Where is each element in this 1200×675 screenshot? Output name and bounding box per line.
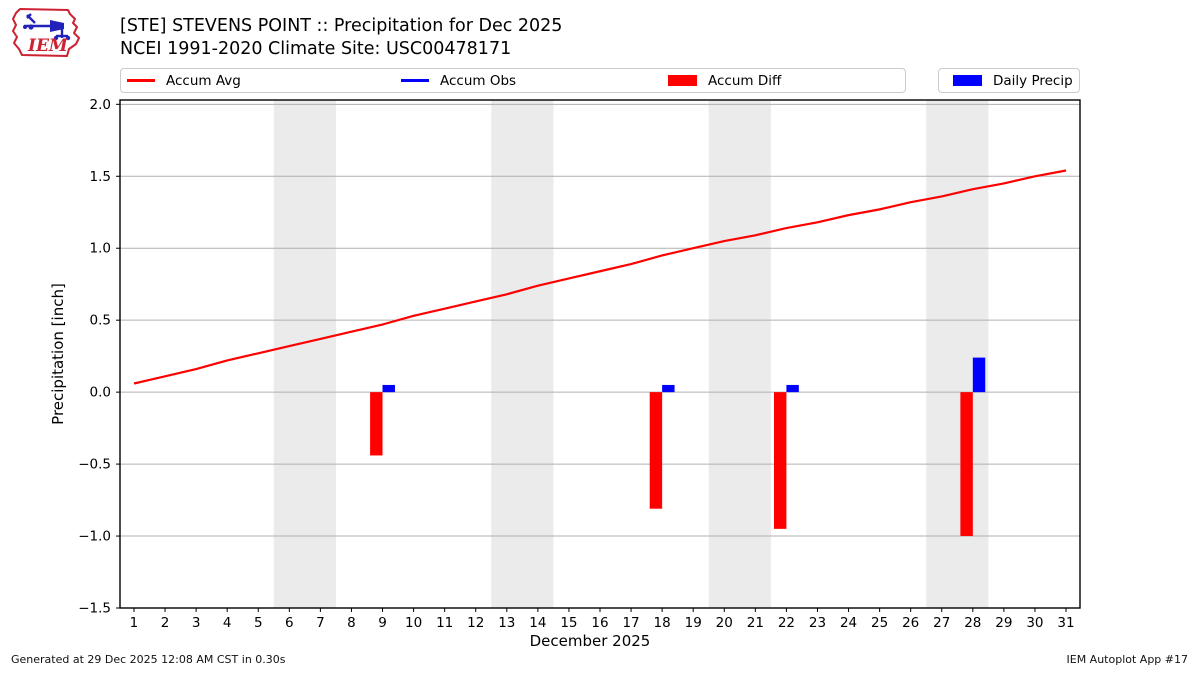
y-tick-label: 0.5 — [90, 313, 111, 329]
x-tick-label: 18 — [654, 615, 671, 631]
x-tick-label: 19 — [685, 615, 702, 631]
x-axis-label: December 2025 — [529, 632, 651, 650]
weekend-band — [708, 100, 771, 608]
x-tick-label: 21 — [747, 615, 764, 631]
x-tick-label: 30 — [1026, 615, 1043, 631]
chart-subtitle: NCEI 1991-2020 Climate Site: USC00478171 — [120, 38, 512, 59]
accum-avg-line-swatch — [127, 79, 155, 82]
x-tick-label: 16 — [591, 615, 608, 631]
y-tick-label: −0.5 — [78, 457, 111, 473]
title-block: [STE] STEVENS POINT :: Precipitation for… — [120, 15, 562, 60]
y-tick-label: 0.0 — [90, 385, 111, 401]
x-tick-label: 4 — [223, 615, 232, 631]
legend-label-accum-avg: Accum Avg — [166, 72, 241, 89]
iem-logo-text: IEM — [27, 36, 69, 56]
x-tick-label: 29 — [995, 615, 1012, 631]
x-tick-label: 25 — [871, 615, 888, 631]
iowa-outline — [12, 8, 80, 57]
x-tick-label: 26 — [902, 615, 919, 631]
x-tick-label: 1 — [130, 615, 139, 631]
x-tick-label: 8 — [347, 615, 356, 631]
x-tick-label: 11 — [436, 615, 453, 631]
iem-logo: IEM — [12, 8, 80, 57]
x-tick-label: 2 — [161, 615, 170, 631]
daily-precip-patch-swatch — [953, 75, 982, 86]
x-tick-label: 24 — [840, 615, 857, 631]
legend-box-daily: Daily Precip — [938, 68, 1080, 93]
y-tick-label: 2.0 — [90, 97, 111, 113]
legend-label-accum-diff: Accum Diff — [708, 72, 782, 89]
legend-item-daily-precip: Daily Precip — [953, 69, 1073, 92]
accum-diff-bar — [773, 392, 787, 529]
x-tick-label: 12 — [467, 615, 484, 631]
accum-diff-bar — [370, 392, 383, 456]
legend-label-accum-obs: Accum Obs — [440, 72, 517, 89]
weekend-band — [491, 100, 554, 608]
x-tick-label: 9 — [378, 615, 387, 631]
x-tick-label: 31 — [1057, 615, 1074, 631]
accum-diff-bar — [960, 392, 973, 537]
accum-avg-line — [133, 169, 1067, 385]
legend-box-main: Accum Avg Accum Obs Accum Diff — [120, 68, 906, 93]
x-tick-label: 7 — [316, 615, 325, 631]
x-tick-label: 17 — [622, 615, 639, 631]
footer-app-credit: IEM Autoplot App #17 — [1066, 653, 1189, 666]
daily-precip-bar — [382, 384, 395, 393]
daily-precip-bar — [662, 384, 675, 393]
legend-label-daily-precip: Daily Precip — [993, 72, 1073, 89]
y-axis-label: Precipitation [inch] — [49, 283, 67, 425]
legend-item-accum-avg: Accum Avg — [127, 69, 241, 92]
daily-precip-bar — [786, 384, 799, 393]
x-tick-label: 14 — [529, 615, 546, 631]
weekend-band — [926, 100, 989, 608]
x-tick-label: 15 — [560, 615, 577, 631]
legend-item-accum-diff: Accum Diff — [668, 69, 781, 92]
daily-precip-bar — [972, 357, 986, 393]
x-tick-label: 23 — [809, 615, 826, 631]
accum-obs-line-swatch — [401, 79, 429, 82]
x-tick-label: 27 — [933, 615, 950, 631]
y-tick-label: 1.5 — [90, 169, 111, 185]
y-tick-label: −1.0 — [78, 529, 111, 545]
y-tick-label: −1.5 — [78, 601, 111, 617]
accum-diff-patch-swatch — [668, 75, 697, 86]
x-tick-label: 5 — [254, 615, 263, 631]
weather-vane-icon — [23, 13, 71, 41]
accum-diff-bar — [649, 392, 663, 509]
footer-generated-at: Generated at 29 Dec 2025 12:08 AM CST in… — [11, 653, 286, 666]
weekend-band — [273, 100, 336, 608]
legend-item-accum-obs: Accum Obs — [401, 69, 516, 92]
x-tick-label: 6 — [285, 615, 294, 631]
x-tick-label: 22 — [778, 615, 795, 631]
chart-title: [STE] STEVENS POINT :: Precipitation for… — [120, 16, 563, 36]
x-tick-label: 20 — [716, 615, 733, 631]
x-tick-label: 28 — [964, 615, 981, 631]
x-tick-label: 10 — [405, 615, 422, 631]
x-tick-label: 3 — [192, 615, 201, 631]
x-tick-label: 13 — [498, 615, 515, 631]
y-tick-label: 1.0 — [90, 241, 111, 257]
